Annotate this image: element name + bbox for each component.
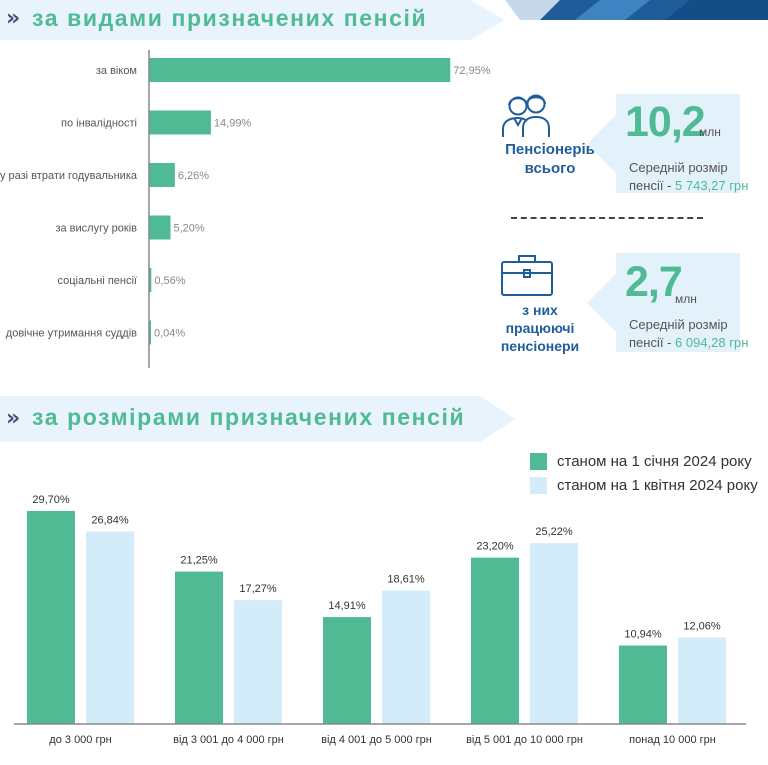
stat-caption-line: пенсіонери [500, 338, 580, 354]
category-label: до 3 000 грн [49, 734, 111, 746]
value-label: 0,04% [154, 328, 185, 340]
category-label: від 5 001 до 10 000 грн [466, 734, 583, 746]
bar [86, 531, 134, 724]
callout-arrow [587, 114, 617, 174]
chevron-icon: » [6, 6, 20, 31]
banner-background [0, 396, 515, 442]
category-label: від 4 001 до 5 000 грн [321, 734, 432, 746]
stat-card [616, 253, 740, 352]
category-label: по інвалідності [61, 118, 137, 130]
stat-description: Середній розмір пенсії - 5 743,27 грн [629, 159, 748, 195]
category-label: понад 10 000 грн [629, 734, 716, 746]
value-label: 17,27% [239, 583, 277, 595]
category-label: від 3 001 до 4 000 грн [173, 734, 284, 746]
legend: станом на 1 січня 2024 року станом на 1 … [530, 449, 758, 497]
bar [323, 617, 371, 724]
value-label: 26,84% [91, 515, 129, 527]
stat-caption-line: Пенсіонерів [505, 141, 595, 158]
category-label: у разі втрати годувальника [0, 170, 138, 182]
value-label: 0,56% [154, 275, 185, 287]
legend-item: станом на 1 січня 2024 року [530, 449, 758, 473]
pension-types-chart: за віком 72,95% по інвалідності 14,99% у раз… [0, 50, 491, 368]
stat-card [616, 94, 740, 193]
value-label: 29,70% [32, 494, 70, 506]
section-title: за розмірами призначених пенсій [32, 404, 466, 430]
stat-caption-line: всього [524, 160, 576, 177]
value-label: 25,22% [535, 526, 573, 538]
legend-item: станом на 1 квітня 2024 року [530, 473, 758, 497]
stat-value: 10,2 [625, 98, 706, 146]
stat-caption-line: працюючі [505, 320, 575, 336]
divider [511, 217, 703, 219]
legend-swatch [530, 476, 547, 494]
bar [149, 320, 151, 345]
bar [175, 571, 223, 724]
stat-desc-prefix: пенсії - [629, 335, 676, 350]
bar [382, 590, 430, 724]
stat-unit: млн [675, 292, 697, 306]
value-label: 6,26% [178, 170, 209, 182]
stat-value: 2,7 [625, 258, 683, 306]
bar [678, 637, 726, 724]
category-label: за віком [96, 65, 137, 77]
value-label: 14,91% [328, 600, 366, 612]
stat-average-amount: 6 094,28 грн [675, 335, 749, 350]
people-icon [502, 94, 550, 137]
category-label: соціальні пенсії [58, 275, 137, 287]
legend-label: станом на 1 січня 2024 року [557, 452, 752, 470]
value-label: 10,94% [624, 629, 662, 641]
bar [149, 215, 171, 240]
bar [471, 557, 519, 724]
bar [149, 58, 451, 82]
chevron-icon: » [6, 406, 20, 431]
bar [619, 645, 667, 724]
section-title: за видами призначених пенсій [32, 5, 428, 31]
value-label: 23,20% [476, 541, 514, 553]
value-label: 18,61% [387, 574, 425, 586]
value-label: 5,20% [173, 223, 204, 235]
bar [27, 511, 75, 724]
bar [149, 110, 211, 135]
briefcase-icon [501, 255, 553, 296]
legend-swatch [530, 452, 547, 470]
bar [234, 600, 282, 724]
stat-caption-line: з них [522, 302, 558, 318]
value-label: 21,25% [180, 555, 218, 567]
stat-unit: млн [699, 125, 721, 139]
stat-description: Середній розмір пенсії - 6 094,28 грн [629, 316, 748, 352]
category-label: за вислугу років [55, 223, 137, 235]
bar [149, 268, 152, 292]
value-label: 12,06% [683, 621, 721, 633]
bar [149, 163, 175, 187]
value-label: 14,99% [214, 118, 252, 130]
bar [530, 543, 578, 724]
banner-background [0, 0, 768, 40]
value-label: 72,95% [453, 65, 491, 77]
section-banner-types: » за видами призначених пенсій [0, 0, 768, 40]
category-label: довічне утримання суддів [6, 328, 137, 340]
callout-arrow [587, 273, 617, 333]
pension-sizes-chart: 29,70% 26,84% до 3 000 грн 21,25% 17,27% від … [14, 494, 746, 746]
section-banner-sizes: » за розмірами призначених пенсій [0, 396, 520, 442]
stat-desc-line: Середній розмір [629, 317, 728, 332]
stat-desc-line: Середній розмір [629, 160, 728, 175]
legend-label: станом на 1 квітня 2024 року [557, 476, 758, 494]
stat-desc-prefix: пенсії - [629, 178, 676, 193]
stat-average-amount: 5 743,27 грн [675, 178, 749, 193]
